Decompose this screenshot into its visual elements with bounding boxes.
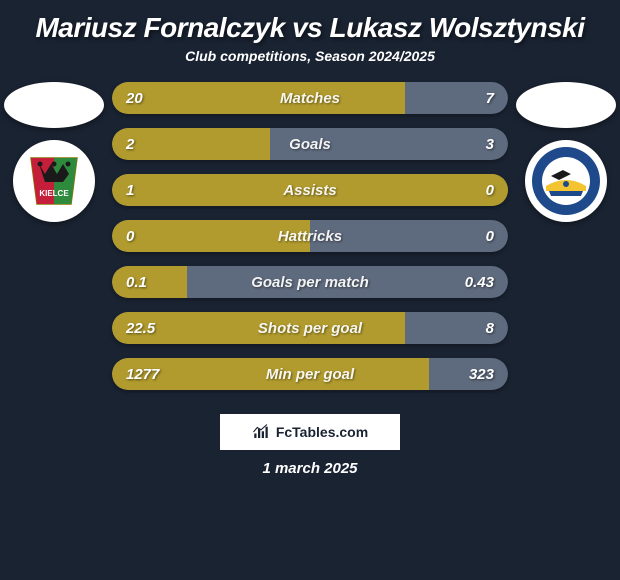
stat-value-left: 1277 bbox=[112, 366, 192, 383]
stat-row: 22.5Shots per goal8 bbox=[112, 312, 508, 344]
player-photo-right bbox=[516, 82, 616, 128]
stat-value-left: 0 bbox=[112, 228, 192, 245]
stat-value-right: 0 bbox=[428, 228, 508, 245]
branding-badge[interactable]: FcTables.com bbox=[220, 414, 400, 450]
stats-container: 20Matches72Goals31Assists00Hattricks00.1… bbox=[112, 82, 508, 390]
club-logo-right bbox=[525, 140, 607, 222]
player-photo-left bbox=[4, 82, 104, 128]
stat-label: Goals per match bbox=[192, 274, 428, 291]
subtitle: Club competitions, Season 2024/2025 bbox=[0, 48, 620, 64]
stat-label: Shots per goal bbox=[192, 320, 428, 337]
right-side bbox=[516, 82, 616, 222]
date-label: 1 march 2025 bbox=[0, 460, 620, 477]
branding-text: FcTables.com bbox=[276, 424, 368, 440]
stat-label: Matches bbox=[192, 90, 428, 107]
stat-label: Goals bbox=[192, 136, 428, 153]
stal-mielec-logo-icon bbox=[531, 146, 601, 216]
stat-value-right: 3 bbox=[428, 136, 508, 153]
stat-row: 2Goals3 bbox=[112, 128, 508, 160]
chart-icon bbox=[252, 423, 270, 441]
stat-value-right: 0 bbox=[428, 182, 508, 199]
stat-value-right: 8 bbox=[428, 320, 508, 337]
stat-value-left: 2 bbox=[112, 136, 192, 153]
page-title: Mariusz Fornalczyk vs Lukasz Wolsztynski bbox=[0, 0, 620, 48]
stat-label: Hattricks bbox=[192, 228, 428, 245]
left-side: KIELCE bbox=[4, 82, 104, 222]
stat-label: Min per goal bbox=[192, 366, 428, 383]
stat-label: Assists bbox=[192, 182, 428, 199]
stat-row: 1Assists0 bbox=[112, 174, 508, 206]
stat-row: 1277Min per goal323 bbox=[112, 358, 508, 390]
stat-value-left: 1 bbox=[112, 182, 192, 199]
korona-logo-icon: KIELCE bbox=[19, 146, 89, 216]
stat-value-left: 0.1 bbox=[112, 274, 192, 291]
comparison-layout: KIELCE 20Matches72Goals31Assists00Hattri… bbox=[0, 82, 620, 390]
stat-value-left: 20 bbox=[112, 90, 192, 107]
stat-row: 0.1Goals per match0.43 bbox=[112, 266, 508, 298]
club-logo-left: KIELCE bbox=[13, 140, 95, 222]
stat-row: 20Matches7 bbox=[112, 82, 508, 114]
svg-text:KIELCE: KIELCE bbox=[39, 189, 69, 198]
stat-row: 0Hattricks0 bbox=[112, 220, 508, 252]
stat-value-right: 0.43 bbox=[428, 274, 508, 291]
stat-value-right: 7 bbox=[428, 90, 508, 107]
stat-value-left: 22.5 bbox=[112, 320, 192, 337]
stat-value-right: 323 bbox=[428, 366, 508, 383]
